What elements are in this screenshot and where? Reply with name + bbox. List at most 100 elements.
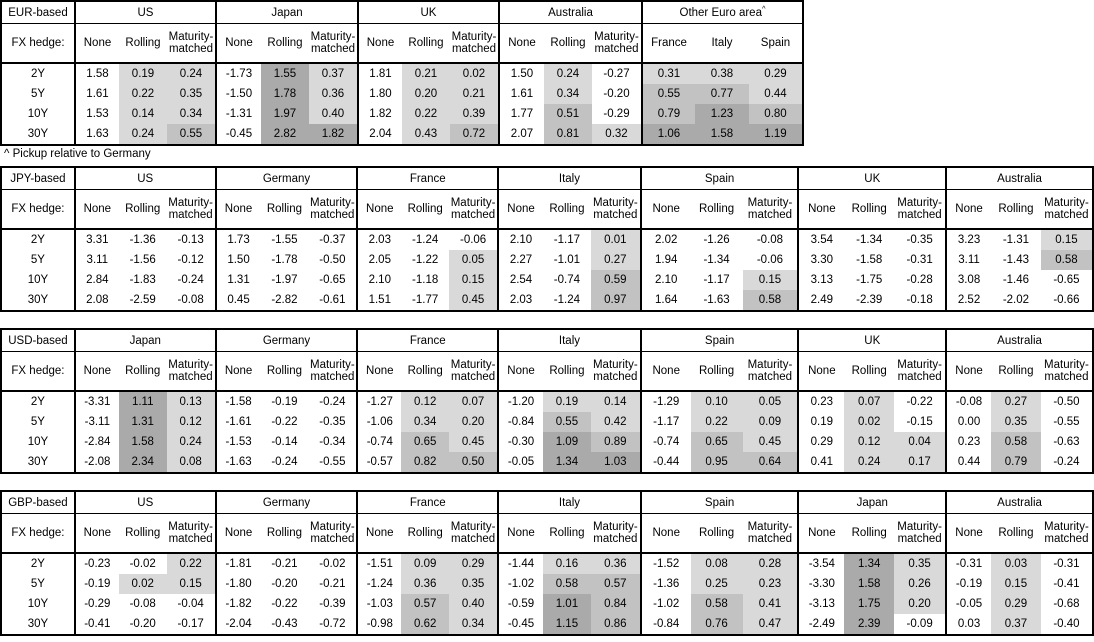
country-header-france: France	[356, 167, 499, 190]
value-cell: 0.23	[797, 391, 845, 412]
value-cell: 0.37	[990, 614, 1041, 635]
tenor-label: 10Y	[27, 598, 49, 610]
value-cell: 0.45	[214, 290, 261, 311]
tenor-label: 30Y	[27, 456, 49, 468]
base-currency-label: USD-based	[1, 329, 75, 352]
value-cell: 0.02	[844, 412, 895, 432]
value-cell: 2.27	[497, 250, 543, 270]
value-cell: -0.20	[603, 88, 630, 100]
country-header-italy: Italy	[497, 329, 641, 352]
value-cell: 1.55	[261, 63, 309, 84]
value-cell: 1.61	[498, 84, 544, 104]
fx-hedge-label: FX hedge:	[1, 189, 75, 230]
value-cell: 0.80	[749, 104, 803, 124]
value-cell: -0.19	[73, 574, 119, 594]
country-header-italy: Italy	[497, 491, 641, 514]
value-cell: 0.23	[742, 574, 799, 594]
value-cell: -1.34	[856, 234, 883, 246]
subheader-maturity-matched: Maturity-matched	[742, 513, 799, 554]
value-cell: 0.77	[695, 84, 749, 104]
value-cell: -1.02	[639, 594, 691, 614]
value-cell: -0.21	[271, 558, 298, 570]
base-currency-label: GBP-based	[1, 491, 75, 514]
tenor-label: 30Y	[27, 294, 49, 306]
jpy-based-table-container: JPY-based US Germany France Italy Spain UK Aust…	[0, 166, 1094, 312]
country-header-row: GBP-based US Germany France Italy Spain Japan A…	[1, 491, 1093, 514]
value-cell: -0.06	[756, 254, 784, 266]
value-cell: -0.74	[639, 432, 691, 452]
value-cell: 0.22	[166, 553, 216, 574]
value-cell: -0.08	[129, 598, 156, 610]
value-cell: -0.34	[319, 436, 346, 448]
tenor-label: 2Y	[30, 396, 45, 408]
value-cell: -0.61	[319, 294, 346, 306]
subheader-none: None	[73, 513, 119, 554]
country-header-uk: UK	[797, 167, 947, 190]
value-cell: 0.43	[402, 124, 450, 145]
value-cell: -1.82	[214, 594, 261, 614]
subheader-maturity-matched: Maturity-matched	[166, 189, 216, 230]
value-cell: -0.68	[1053, 598, 1080, 610]
value-cell: -0.02	[319, 558, 346, 570]
country-header-australia: Australia	[498, 1, 642, 24]
value-cell: -0.08	[177, 294, 204, 306]
value-cell: -1.50	[215, 84, 261, 104]
value-cell: -1.56	[129, 254, 156, 266]
value-cell: 0.15	[1040, 229, 1093, 250]
subheader-rolling: Rolling	[844, 189, 895, 230]
value-cell: -0.29	[603, 108, 630, 120]
value-cell: 0.41	[742, 594, 799, 614]
value-cell: -1.31	[1002, 234, 1030, 246]
value-cell: -0.29	[73, 594, 119, 614]
value-cell: 0.22	[690, 412, 743, 432]
value-cell: -0.30	[497, 432, 543, 452]
value-cell: 1.19	[749, 124, 803, 145]
value-cell: 0.02	[118, 574, 167, 594]
subheader-maturity-matched: Maturity-matched	[166, 351, 216, 392]
value-cell: -0.04	[177, 598, 204, 610]
value-cell: -1.02	[497, 574, 543, 594]
value-cell: 1.01	[542, 594, 591, 614]
tenor-row-2y: 2Y -3.31 1.11 0.13 -1.58 -0.19 -0.24 -1.27 0.12 0…	[1, 391, 1093, 412]
subheader-none: None	[797, 351, 845, 392]
value-cell: 1.15	[542, 614, 591, 635]
value-cell: 0.42	[590, 412, 641, 432]
value-cell: -1.03	[356, 594, 402, 614]
subheader-rolling: Rolling	[542, 351, 591, 392]
tenor-label: 10Y	[27, 108, 49, 120]
subheader-rolling: Rolling	[402, 23, 450, 64]
value-cell: 0.62	[401, 614, 450, 635]
value-cell: 0.20	[894, 594, 947, 614]
value-cell: 0.36	[309, 84, 358, 104]
spacer	[0, 474, 1094, 490]
value-cell: -0.65	[319, 274, 346, 286]
subheader-rolling: Rolling	[260, 513, 309, 554]
footnote-marker: ^	[761, 3, 766, 13]
value-cell: 0.10	[690, 391, 743, 412]
tenor-row-10y: 10Y -2.84 1.58 0.24 -1.53 -0.14 -0.34 -0.74 0.65…	[1, 432, 1093, 452]
subheader-maturity-matched: Maturity-matched	[590, 189, 641, 230]
country-header-france: France	[356, 491, 499, 514]
value-cell: -1.51	[356, 553, 402, 574]
value-cell: -1.83	[129, 274, 156, 286]
country-header-spain: Spain	[639, 329, 799, 352]
value-cell: 0.14	[119, 104, 167, 124]
subheader-rolling: Rolling	[118, 513, 167, 554]
value-cell: -1.63	[703, 294, 730, 306]
value-cell: -0.12	[177, 254, 204, 266]
value-cell: -0.74	[553, 274, 580, 286]
value-cell: -0.45	[215, 124, 261, 145]
value-cell: -1.26	[703, 234, 730, 246]
subheader-rolling: Rolling	[844, 513, 895, 554]
value-cell: -1.81	[214, 553, 261, 574]
value-cell: -1.24	[356, 574, 402, 594]
value-cell: -0.37	[319, 234, 346, 246]
tenor-row-5y: 5Y 1.61 0.22 0.35 -1.50 1.78 0.36 1.80 0.20 0.21 1…	[1, 84, 803, 104]
value-cell: -1.77	[412, 294, 439, 306]
value-cell: -0.02	[129, 558, 156, 570]
subheader-none: None	[214, 513, 261, 554]
country-header-uk: UK	[357, 1, 499, 24]
value-cell: -0.19	[945, 574, 991, 594]
country-header-germany: Germany	[214, 167, 358, 190]
